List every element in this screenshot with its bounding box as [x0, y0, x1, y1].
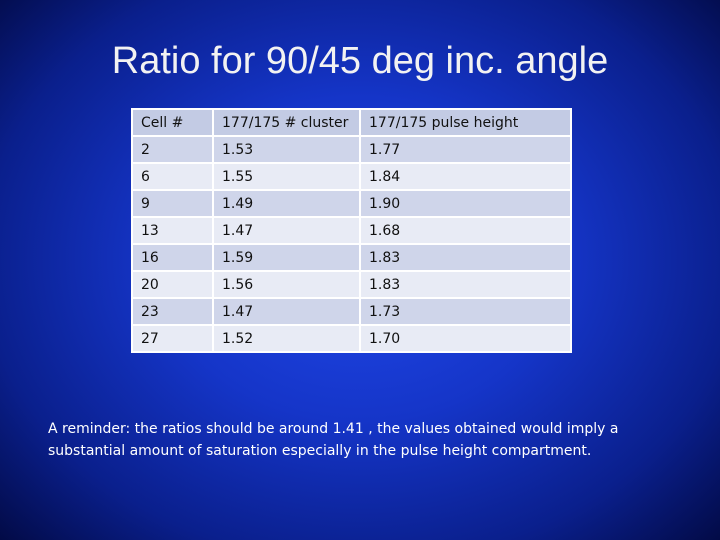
table-cell: 1.83: [359, 243, 572, 272]
table-cell: 1.53: [212, 135, 361, 164]
data-table: Cell #177/175 # cluster 177/175 pulse hei…: [131, 108, 572, 353]
table-row: 9 1.49 1.90: [131, 189, 572, 218]
table-cell: 1.59: [212, 243, 361, 272]
table-cell: 9: [131, 189, 214, 218]
table-cell: 1.77: [359, 135, 572, 164]
table-cell: 1.56: [212, 270, 361, 299]
table-cell: 1.47: [212, 216, 361, 245]
slide-title: Ratio for 90/45 deg inc. angle: [111, 40, 609, 82]
table-cell: 1.68: [359, 216, 572, 245]
header-cell: 177/175 # cluster: [212, 108, 361, 137]
table-cell: 1.83: [359, 270, 572, 299]
table-row: 13 1.47 1.68: [131, 216, 572, 245]
table-row: 2 1.53 1.77: [131, 135, 572, 164]
table-row: 27 1.52 1.70: [131, 324, 572, 353]
table-cell: 1.49: [212, 189, 361, 218]
header-cell: Cell #: [131, 108, 214, 137]
table-cell: 20: [131, 270, 214, 299]
table-cell: 27: [131, 324, 214, 353]
table-row: 16 1.59 1.83: [131, 243, 572, 272]
table-cell: 13: [131, 216, 214, 245]
table-row: 23 1.47 1.73: [131, 297, 572, 326]
header-row: Cell #177/175 # cluster 177/175 pulse hei…: [131, 108, 572, 137]
table-cell: 1.47: [212, 297, 361, 326]
table-cell: 1.55: [212, 162, 361, 191]
table-cell: 6: [131, 162, 214, 191]
table-cell: 1.90: [359, 189, 572, 218]
table-cell: 1.73: [359, 297, 572, 326]
note-text: A reminder: the ratios should be around …: [48, 421, 619, 459]
table-cell: 1.70: [359, 324, 572, 353]
table-cell: 2: [131, 135, 214, 164]
table-cell: 1.52: [212, 324, 361, 353]
table-cell: 23: [131, 297, 214, 326]
table-row: 20 1.56 1.83: [131, 270, 572, 299]
table-row: 6 1.55 1.84: [131, 162, 572, 191]
table-cell: 1.84: [359, 162, 572, 191]
table-cell: 16: [131, 243, 214, 272]
header-cell: 177/175 pulse height: [359, 108, 572, 137]
